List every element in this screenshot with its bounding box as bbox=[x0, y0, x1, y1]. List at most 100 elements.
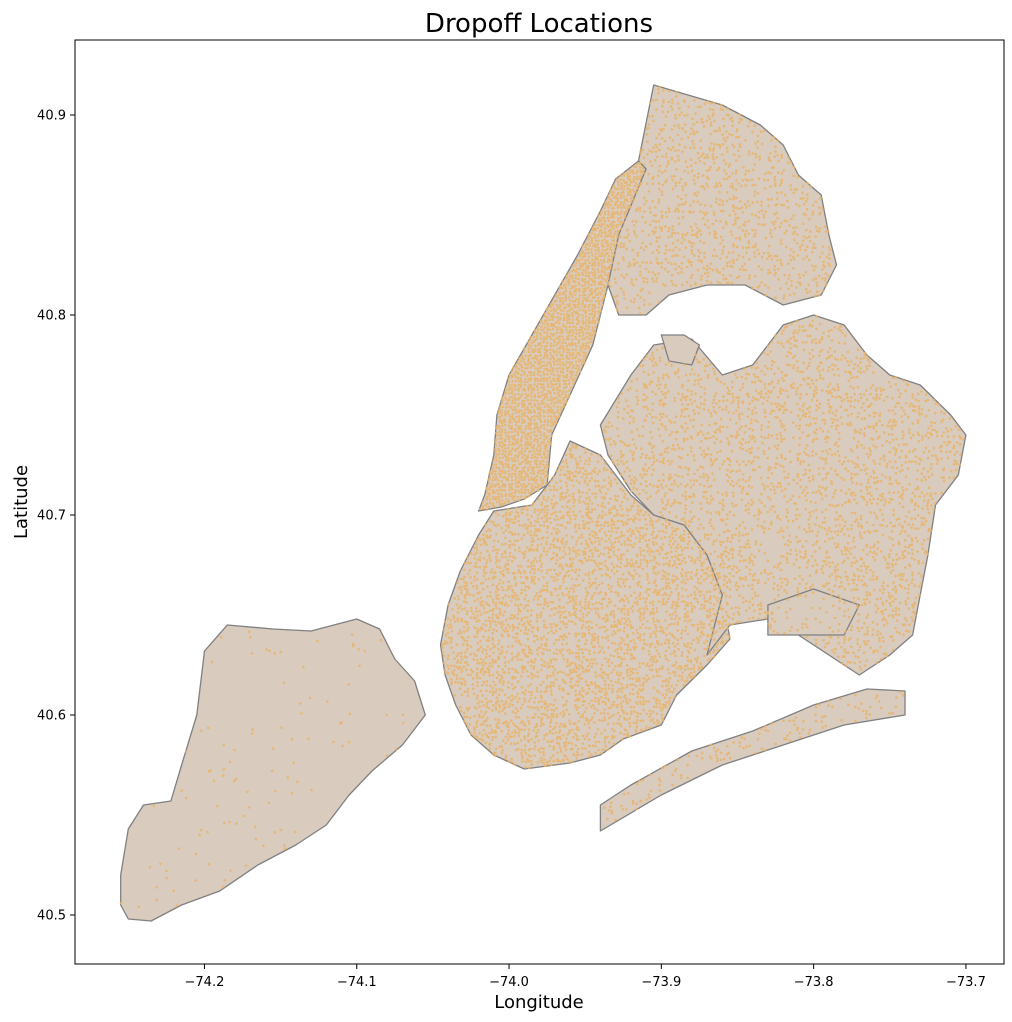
dropoff-point bbox=[488, 472, 492, 475]
dropoff-point bbox=[514, 379, 518, 383]
dropoff-point bbox=[491, 491, 495, 495]
dropoff-point bbox=[705, 279, 709, 283]
dropoff-point bbox=[705, 211, 709, 214]
dropoff-point bbox=[521, 524, 525, 527]
dropoff-point bbox=[652, 468, 655, 472]
dropoff-point bbox=[711, 222, 715, 226]
dropoff-point bbox=[540, 321, 543, 325]
dropoff-point bbox=[839, 325, 843, 328]
dropoff-point bbox=[750, 437, 753, 441]
dropoff-point bbox=[586, 238, 590, 241]
dropoff-point bbox=[762, 396, 766, 400]
dropoff-point bbox=[907, 510, 911, 514]
dropoff-point bbox=[778, 183, 782, 187]
dropoff-point bbox=[908, 460, 911, 464]
dropoff-point bbox=[712, 527, 715, 530]
dropoff-point bbox=[593, 261, 597, 264]
dropoff-point bbox=[558, 399, 562, 402]
dropoff-point bbox=[727, 389, 731, 393]
dropoff-point bbox=[671, 187, 675, 191]
dropoff-point bbox=[774, 150, 777, 153]
dropoff-point bbox=[598, 251, 601, 255]
dropoff-point bbox=[620, 220, 623, 224]
dropoff-point bbox=[568, 473, 571, 476]
dropoff-point bbox=[718, 467, 721, 470]
dropoff-point bbox=[888, 501, 891, 504]
dropoff-point bbox=[869, 392, 872, 396]
dropoff-point bbox=[548, 369, 552, 372]
dropoff-point bbox=[925, 492, 929, 496]
dropoff-point bbox=[683, 100, 686, 103]
dropoff-point bbox=[719, 449, 722, 453]
dropoff-point bbox=[689, 479, 692, 482]
dropoff-point bbox=[776, 197, 779, 201]
dropoff-point bbox=[910, 498, 914, 502]
dropoff-point bbox=[790, 279, 793, 283]
dropoff-point bbox=[501, 424, 504, 428]
dropoff-point bbox=[645, 133, 649, 136]
dropoff-point bbox=[879, 412, 882, 415]
dropoff-point bbox=[821, 457, 825, 461]
dropoff-point bbox=[687, 532, 690, 535]
dropoff-point bbox=[940, 434, 944, 438]
dropoff-point bbox=[652, 484, 655, 488]
dropoff-point bbox=[622, 188, 625, 191]
dropoff-point bbox=[753, 468, 757, 472]
dropoff-point bbox=[693, 254, 696, 257]
dropoff-point bbox=[628, 168, 632, 172]
dropoff-point bbox=[591, 228, 595, 232]
dropoff-point bbox=[711, 268, 715, 272]
dropoff-point bbox=[760, 204, 763, 207]
dropoff-point bbox=[639, 270, 642, 274]
dropoff-point bbox=[749, 451, 753, 454]
dropoff-point bbox=[706, 219, 709, 222]
dropoff-point bbox=[769, 488, 773, 491]
dropoff-point bbox=[611, 211, 614, 214]
dropoff-point bbox=[679, 502, 682, 505]
dropoff-point bbox=[734, 159, 738, 162]
dropoff-point bbox=[632, 198, 636, 202]
dropoff-point bbox=[593, 315, 596, 318]
dropoff-point bbox=[621, 256, 625, 259]
dropoff-point bbox=[619, 287, 623, 290]
dropoff-point bbox=[874, 514, 878, 518]
dropoff-point bbox=[612, 523, 616, 526]
dropoff-point bbox=[811, 319, 814, 323]
dropoff-point bbox=[706, 431, 710, 435]
dropoff-point bbox=[533, 356, 536, 360]
dropoff-point bbox=[636, 399, 640, 402]
dropoff-point bbox=[638, 534, 642, 537]
dropoff-point bbox=[633, 297, 636, 301]
dropoff-point bbox=[542, 434, 546, 438]
dropoff-point bbox=[888, 482, 891, 486]
dropoff-point bbox=[504, 450, 508, 454]
dropoff-point bbox=[523, 371, 526, 374]
dropoff-point bbox=[554, 510, 558, 514]
dropoff-point bbox=[878, 494, 882, 497]
dropoff-point bbox=[523, 488, 527, 492]
dropoff-point bbox=[795, 242, 799, 245]
dropoff-point bbox=[606, 260, 610, 264]
dropoff-point bbox=[957, 428, 961, 431]
dropoff-point bbox=[639, 174, 643, 178]
dropoff-point bbox=[780, 370, 784, 374]
dropoff-point bbox=[729, 274, 732, 277]
dropoff-point bbox=[484, 523, 488, 527]
dropoff-point bbox=[926, 398, 930, 402]
dropoff-point bbox=[888, 476, 891, 479]
dropoff-point bbox=[577, 303, 581, 306]
dropoff-point bbox=[603, 265, 606, 269]
dropoff-point bbox=[714, 392, 718, 395]
dropoff-point bbox=[926, 501, 930, 505]
dropoff-point bbox=[530, 483, 534, 486]
dropoff-point bbox=[747, 502, 750, 505]
dropoff-point bbox=[805, 228, 808, 232]
dropoff-point bbox=[516, 489, 520, 492]
dropoff-point bbox=[652, 146, 655, 149]
dropoff-point bbox=[616, 200, 619, 203]
dropoff-point bbox=[721, 462, 724, 466]
dropoff-point bbox=[644, 419, 647, 422]
dropoff-point bbox=[843, 356, 847, 360]
dropoff-point bbox=[946, 456, 950, 460]
dropoff-point bbox=[630, 430, 633, 434]
